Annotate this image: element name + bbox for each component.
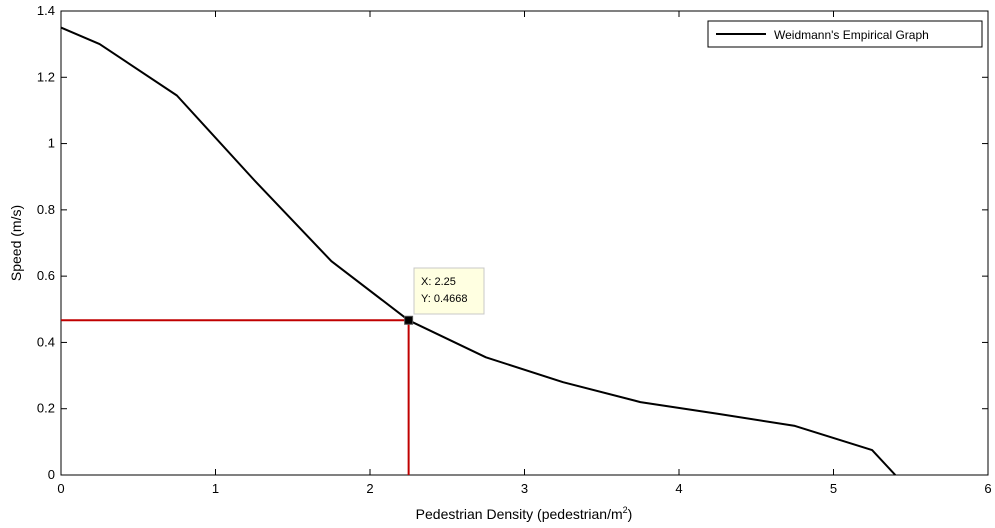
x-tick-label: 0 bbox=[57, 481, 64, 496]
series-lines bbox=[60, 26, 897, 476]
legend[interactable]: Weidmann's Empirical Graph bbox=[707, 20, 983, 48]
x-axis-label-close: ) bbox=[628, 506, 633, 522]
y-axis-ticks: 0 0.2 0.4 0.6 0.8 1 1.2 1.4 bbox=[37, 3, 988, 482]
y-tick-label: 0.6 bbox=[37, 268, 55, 283]
plot-area bbox=[60, 10, 989, 476]
datatip-guides bbox=[61, 319, 410, 475]
x-tick-label: 3 bbox=[521, 481, 528, 496]
x-tick-label: 6 bbox=[984, 481, 991, 496]
x-tick-label: 1 bbox=[212, 481, 219, 496]
x-tick-label: 5 bbox=[830, 481, 837, 496]
y-tick-label: 0.4 bbox=[37, 334, 55, 349]
y-tick-label: 1.4 bbox=[37, 3, 55, 18]
x-axis-label-superscript: 2 bbox=[623, 505, 628, 515]
y-tick-label: 0.2 bbox=[37, 401, 55, 416]
x-axis-label: Pedestrian Density (pedestrian/m2) bbox=[416, 505, 633, 522]
y-tick-label: 1 bbox=[48, 136, 55, 151]
datatip-marker[interactable] bbox=[404, 315, 414, 325]
datatip-x-label: X: 2.25 bbox=[421, 276, 456, 288]
datatip-y-label: Y: 0.4668 bbox=[421, 293, 468, 305]
x-tick-label: 4 bbox=[675, 481, 682, 496]
legend-series-label: Weidmann's Empirical Graph bbox=[774, 28, 929, 42]
y-tick-label: 0.8 bbox=[37, 202, 55, 217]
x-axis-label-text: Pedestrian Density (pedestrian/m bbox=[416, 506, 623, 522]
y-tick-label: 1.2 bbox=[37, 69, 55, 84]
datatip-box[interactable]: X: 2.25 Y: 0.4668 bbox=[413, 267, 485, 315]
series-line-weidmann bbox=[60, 26, 897, 476]
x-tick-label: 2 bbox=[366, 481, 373, 496]
x-axis-ticks: 0 1 2 3 4 5 6 bbox=[57, 11, 992, 496]
y-axis-label: Speed (m/s) bbox=[8, 205, 24, 281]
y-tick-label: 0 bbox=[48, 467, 55, 482]
datatip-background bbox=[413, 267, 485, 315]
datatip-marker-group[interactable] bbox=[404, 315, 414, 325]
